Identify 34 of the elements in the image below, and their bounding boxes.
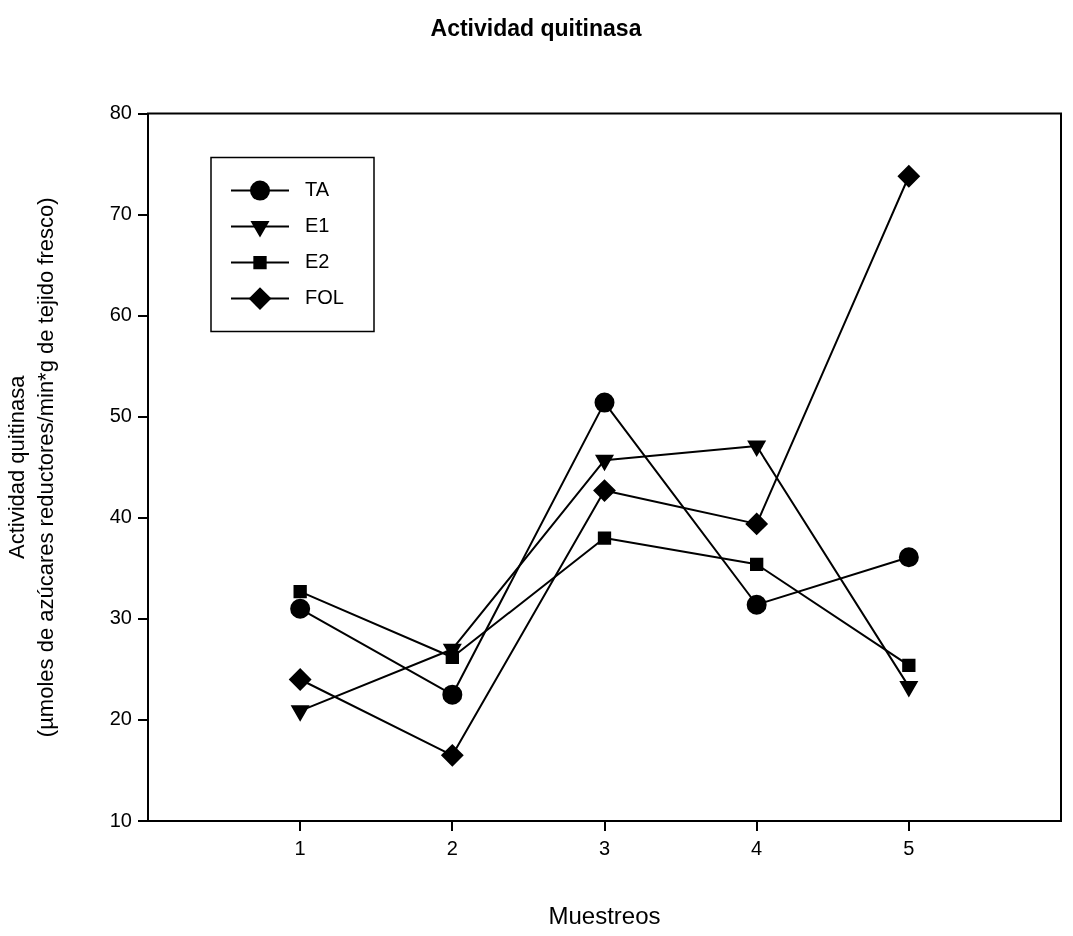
y-tick-label: 80 (109, 101, 132, 124)
y-tick-label: 30 (109, 606, 132, 629)
y-tick-label: 20 (109, 707, 132, 730)
chart-title: Actividad quitinasa (430, 15, 642, 42)
y-tick-label: 50 (109, 404, 132, 427)
point (594, 392, 615, 413)
x-tick-label: 2 (446, 836, 458, 859)
point (293, 584, 307, 599)
point (897, 165, 920, 188)
point (593, 479, 616, 502)
x-axis-title: Muestreos (548, 902, 661, 930)
y-tick-label: 60 (109, 303, 132, 326)
y-tick-label: 40 (109, 505, 132, 528)
legend-label: E1 (305, 214, 330, 237)
legend-label: E2 (305, 250, 330, 273)
y-tick-label: 10 (109, 808, 132, 831)
legend-label: TA (305, 178, 330, 201)
point (750, 557, 764, 571)
point (746, 594, 767, 615)
x-tick-label: 4 (751, 836, 763, 859)
point (290, 598, 311, 619)
point (442, 684, 463, 705)
legend-label: FOL (305, 286, 344, 309)
point (289, 668, 312, 691)
y-axis-title: Actividad quitinasa (µmoles de azúcares reductores/min*g de tejido fresco) (4, 197, 58, 738)
x-tick-label: 5 (903, 836, 915, 859)
point (597, 531, 612, 545)
point (745, 512, 768, 535)
x-tick-label: 3 (598, 836, 611, 859)
point (902, 658, 916, 673)
point (898, 547, 919, 568)
x-tick-label: 1 (294, 836, 306, 859)
point (441, 744, 464, 767)
y-tick-label: 70 (109, 202, 132, 225)
